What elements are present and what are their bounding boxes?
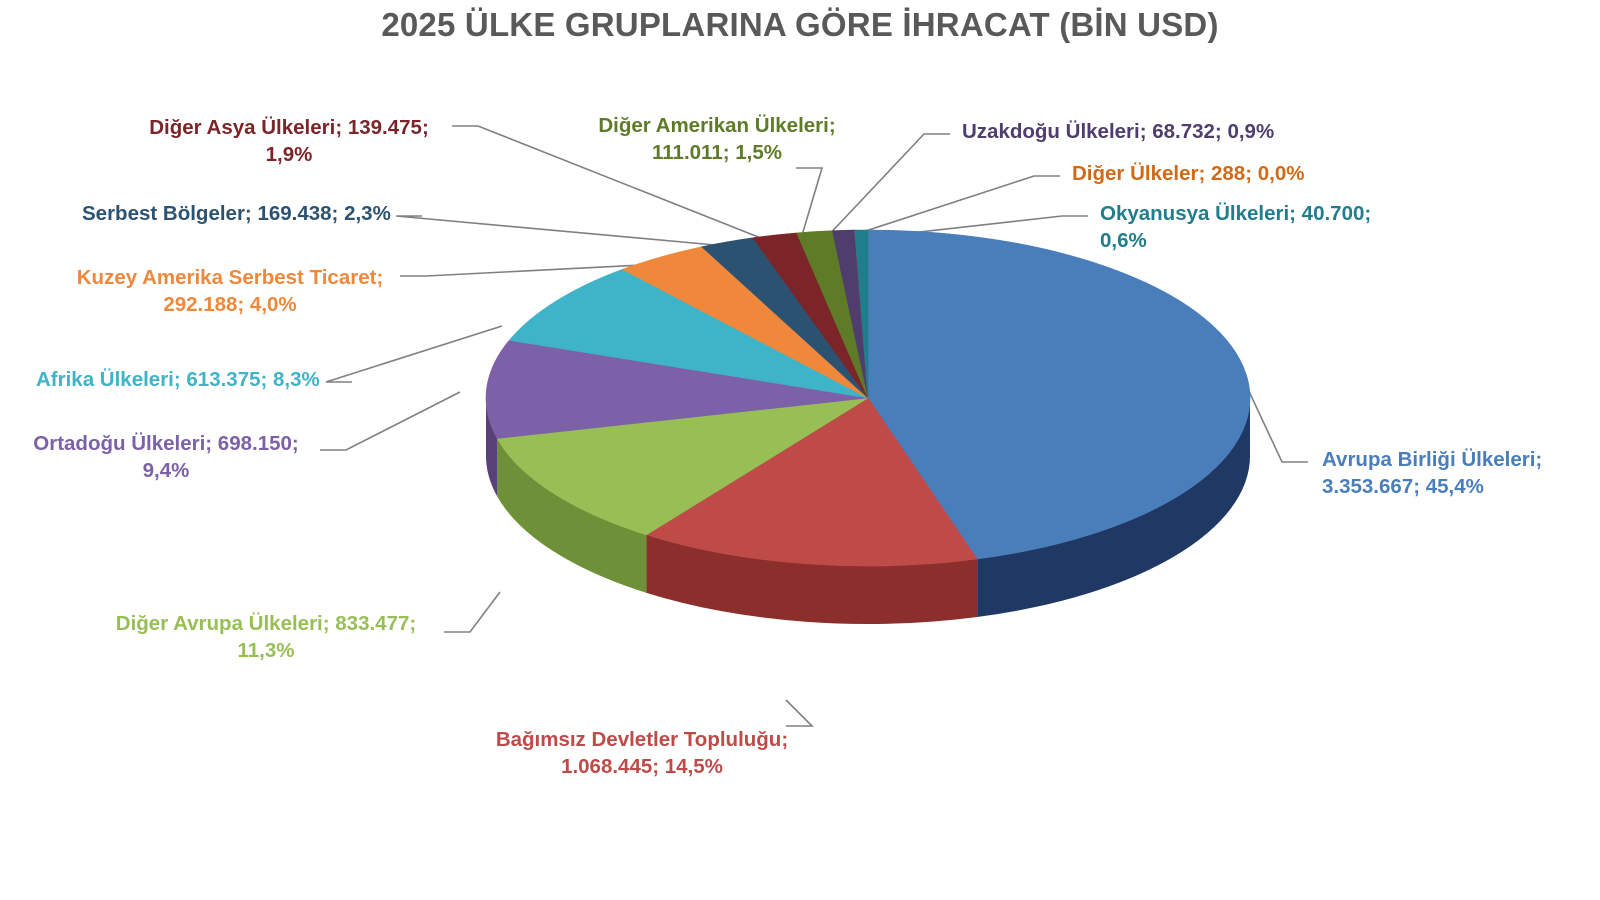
leader-line bbox=[444, 591, 501, 633]
leader-line bbox=[837, 175, 1060, 241]
leader-line bbox=[395, 215, 749, 249]
data-label-2: Diğer Avrupa Ülkeleri; 833.477; 11,3% bbox=[115, 612, 417, 663]
data-label-3: Ortadoğu Ülkeleri; 698.150; 9,4% bbox=[33, 432, 299, 483]
pie-slice-3[interactable] bbox=[485, 340, 869, 439]
pie-slice-11[interactable] bbox=[854, 229, 869, 399]
data-label-6: Serbest Bölgeler; 169.438; 2,3% bbox=[82, 202, 391, 225]
leader-line bbox=[452, 125, 777, 245]
leader-line bbox=[796, 167, 824, 243]
data-label-9: Uzakdoğu Ülkeleri; 68.732; 0,9% bbox=[962, 120, 1275, 143]
pie-slice-4[interactable] bbox=[508, 269, 869, 399]
pie-slice-side bbox=[646, 534, 978, 624]
pie-slice-1[interactable] bbox=[645, 397, 978, 567]
leader-lines-group bbox=[320, 125, 1308, 727]
data-label-7: Diğer Asya Ülkeleri; 139.475; 1,9% bbox=[149, 116, 429, 167]
data-label-5: Kuzey Amerika Serbest Ticaret; 292.188; … bbox=[76, 266, 384, 317]
data-label-4: Afrika Ülkeleri; 613.375; 8,3% bbox=[36, 368, 320, 391]
data-label-10: Diğer Ülkeler; 288; 0,0% bbox=[1072, 162, 1305, 185]
data-label-0: Avrupa Birliği Ülkeleri; 3.353.667; 45,4… bbox=[1322, 448, 1543, 499]
pie-side-walls-group bbox=[486, 398, 1250, 624]
leader-line bbox=[823, 133, 950, 241]
pie-slice-side bbox=[497, 438, 647, 593]
chart-title: 2025 ÜLKE GRUPLARINA GÖRE İHRACAT (BİN U… bbox=[381, 6, 1219, 43]
data-label-8: Diğer Amerikan Ülkeleri; 111.011; 1,5% bbox=[598, 114, 836, 165]
pie-slice-2[interactable] bbox=[496, 397, 869, 536]
leader-line bbox=[325, 325, 503, 383]
leader-line bbox=[785, 699, 814, 727]
data-label-1: Bağımsız Devletler Topluluğu; 1.068.445;… bbox=[495, 728, 789, 779]
pie-top-faces-group bbox=[485, 229, 1251, 567]
leader-line bbox=[1239, 371, 1308, 463]
data-label-11: Okyanusya Ülkeleri; 40.700; 0,6% bbox=[1100, 202, 1372, 253]
leader-line bbox=[400, 261, 701, 277]
pie-slice-0[interactable] bbox=[867, 229, 1251, 560]
pie-slice-side bbox=[977, 398, 1250, 617]
leader-line bbox=[320, 391, 461, 451]
pie-slice-side bbox=[486, 398, 498, 497]
